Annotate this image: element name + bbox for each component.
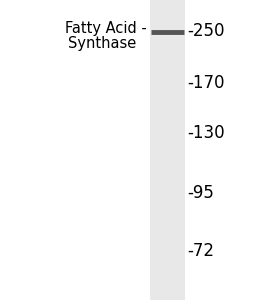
Text: -250: -250 [188, 22, 225, 40]
Text: Synthase: Synthase [68, 36, 136, 51]
Text: -95: -95 [188, 184, 215, 202]
Bar [150, 0, 185, 300]
Text: -170: -170 [188, 74, 225, 92]
Text: -72: -72 [188, 242, 215, 260]
Text: -130: -130 [188, 124, 225, 142]
Text: Fatty Acid -: Fatty Acid - [65, 21, 147, 36]
